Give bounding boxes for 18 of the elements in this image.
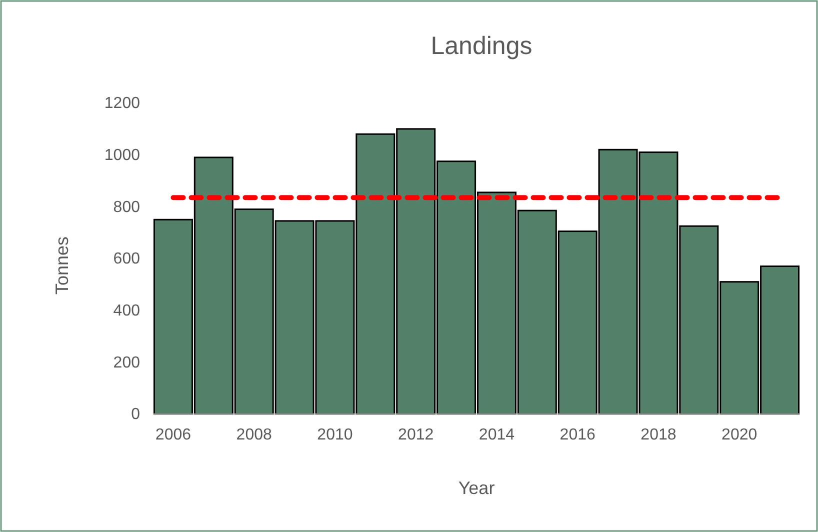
y-tick-label: 0 xyxy=(131,406,140,424)
y-tick-label: 800 xyxy=(113,198,140,216)
x-tick-label: 2020 xyxy=(722,426,758,444)
x-tick-label: 2008 xyxy=(236,426,272,444)
x-tick-label: 2018 xyxy=(640,426,676,444)
y-tick-label: 1000 xyxy=(104,146,140,164)
x-axis-title: Year xyxy=(458,478,495,498)
y-tick-label: 1200 xyxy=(104,95,140,112)
y-tick-label: 600 xyxy=(113,250,140,268)
y-tick-label: 200 xyxy=(113,354,140,372)
x-tick-label: 2006 xyxy=(155,426,192,444)
x-tick-label: 2012 xyxy=(398,426,434,444)
x-tick-label: 2016 xyxy=(560,426,596,444)
x-tick-label: 2014 xyxy=(478,426,515,444)
chart-title: Landings xyxy=(430,32,532,60)
y-axis-title: Tonnes xyxy=(52,236,72,295)
y-tick-label: 400 xyxy=(113,302,140,320)
x-tick-label: 2010 xyxy=(317,426,353,444)
